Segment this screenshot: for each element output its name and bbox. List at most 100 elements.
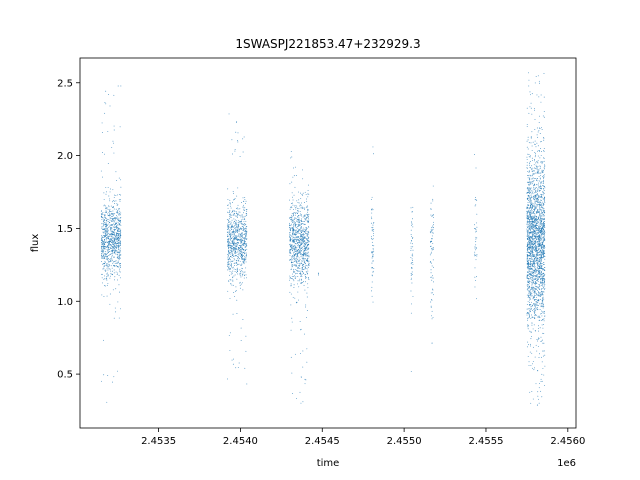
data-point — [300, 275, 302, 277]
data-point — [543, 305, 545, 307]
data-point — [103, 296, 105, 298]
data-point — [534, 245, 536, 247]
data-point — [530, 253, 532, 255]
data-point — [542, 318, 544, 320]
data-point — [538, 225, 540, 227]
observing-season-3 — [289, 150, 310, 404]
data-point — [297, 202, 299, 203]
data-point — [307, 244, 309, 246]
data-point — [527, 177, 529, 179]
data-point — [114, 219, 116, 221]
data-point — [538, 218, 540, 220]
data-point — [534, 109, 535, 111]
data-point — [305, 229, 307, 231]
data-point — [535, 292, 537, 294]
data-point — [242, 227, 244, 229]
data-point — [116, 232, 117, 234]
data-point — [108, 93, 110, 95]
data-point — [302, 252, 304, 254]
data-point — [533, 173, 535, 175]
data-point — [474, 199, 476, 200]
data-point — [238, 256, 239, 258]
data-point — [301, 239, 303, 241]
data-point — [243, 208, 245, 210]
data-point — [292, 297, 294, 298]
data-point — [527, 296, 529, 298]
data-point — [101, 228, 103, 229]
data-point — [539, 205, 541, 206]
data-point — [538, 254, 540, 256]
data-point — [299, 224, 301, 225]
data-point — [542, 201, 544, 203]
data-point — [527, 238, 528, 240]
data-point — [112, 233, 114, 235]
data-point — [540, 208, 542, 210]
data-point — [541, 282, 543, 284]
data-point — [110, 211, 112, 212]
data-point — [109, 248, 111, 250]
data-point — [534, 200, 536, 202]
data-point — [529, 156, 531, 158]
data-point — [530, 292, 532, 294]
data-point — [301, 263, 303, 264]
data-point — [293, 249, 295, 251]
data-point — [537, 299, 539, 301]
data-point — [119, 251, 121, 253]
data-point — [526, 308, 528, 310]
data-point — [227, 204, 229, 206]
data-point — [296, 246, 298, 248]
data-point — [228, 226, 230, 228]
data-point — [432, 275, 433, 277]
data-point — [430, 272, 432, 274]
data-point — [542, 327, 544, 329]
data-point — [292, 222, 294, 224]
data-point — [534, 291, 536, 293]
data-point — [114, 307, 116, 309]
data-point — [540, 243, 541, 245]
data-point — [297, 210, 299, 212]
data-point — [373, 267, 375, 269]
data-point — [297, 268, 299, 269]
data-point — [245, 203, 246, 204]
data-point — [107, 275, 109, 277]
data-point — [541, 293, 543, 295]
data-point — [541, 163, 543, 165]
data-point — [290, 216, 291, 218]
data-point — [526, 192, 528, 194]
data-point — [295, 259, 297, 261]
data-point — [302, 282, 304, 284]
data-point — [104, 224, 105, 226]
data-point — [228, 266, 230, 268]
data-point — [535, 278, 537, 280]
data-point — [530, 102, 532, 104]
data-point — [106, 284, 108, 286]
data-point — [245, 261, 247, 263]
data-point — [541, 272, 542, 274]
data-point — [531, 236, 533, 238]
data-point — [227, 211, 228, 213]
data-point — [107, 241, 109, 243]
data-point — [240, 233, 242, 235]
data-point — [243, 277, 245, 279]
data-point — [528, 278, 530, 280]
data-point — [294, 260, 296, 262]
data-point — [539, 215, 541, 217]
data-point — [539, 240, 541, 242]
data-point — [431, 342, 433, 344]
data-point — [292, 244, 293, 246]
data-point — [528, 238, 530, 240]
data-point — [232, 279, 234, 281]
data-point — [539, 150, 540, 152]
data-point — [372, 252, 373, 254]
data-point — [542, 217, 544, 219]
data-point — [237, 221, 239, 223]
data-point — [112, 232, 114, 233]
data-point — [527, 252, 529, 253]
data-point — [528, 252, 530, 254]
data-point — [295, 211, 297, 213]
data-point — [235, 249, 237, 250]
data-point — [107, 250, 109, 251]
data-point — [104, 229, 106, 231]
data-point — [302, 234, 304, 235]
data-point — [534, 224, 536, 226]
